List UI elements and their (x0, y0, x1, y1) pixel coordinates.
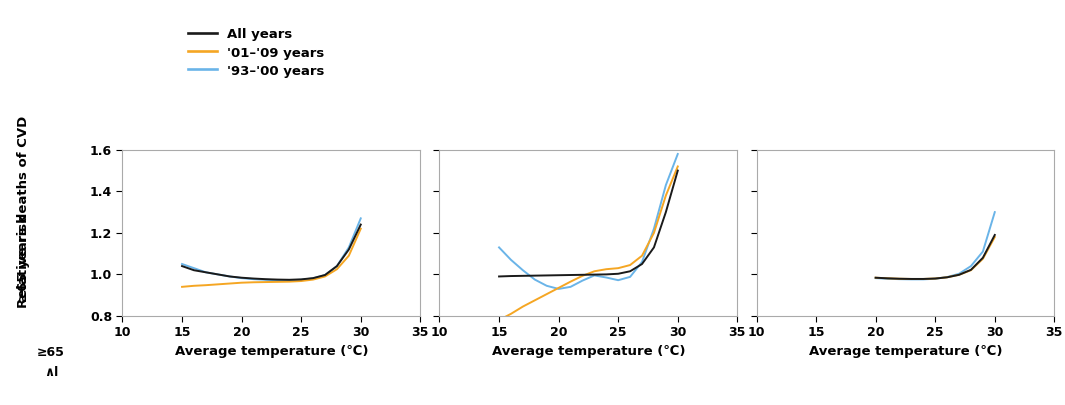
X-axis label: Average temperature (℃): Average temperature (℃) (808, 345, 1002, 358)
Text: ≥65 years deaths of CVD: ≥65 years deaths of CVD (17, 115, 30, 302)
X-axis label: Average temperature (℃): Average temperature (℃) (492, 345, 685, 358)
Legend: All years, '01–'09 years, '93–'00 years: All years, '01–'09 years, '93–'00 years (182, 23, 330, 83)
Text: ≥65: ≥65 (37, 346, 65, 359)
X-axis label: Average temperature (℃): Average temperature (℃) (175, 345, 368, 358)
Text: ∧l: ∧l (44, 366, 59, 379)
Text: Relative risk: Relative risk (17, 214, 30, 308)
